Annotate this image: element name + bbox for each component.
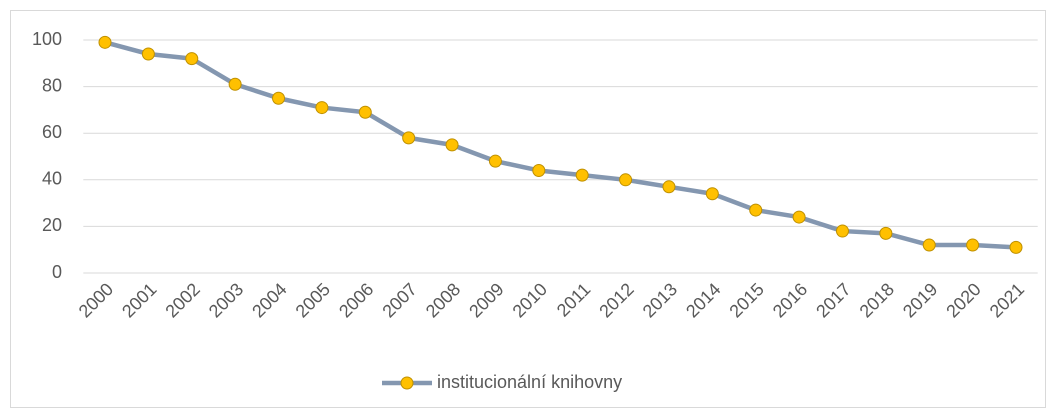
- data-point: [792, 210, 806, 224]
- data-point: [228, 77, 242, 91]
- data-point: [315, 101, 329, 115]
- data-point: [402, 131, 416, 145]
- y-tick-label: 40: [42, 169, 62, 189]
- data-point: [532, 163, 546, 177]
- data-point: [835, 224, 849, 238]
- data-point: [272, 91, 286, 105]
- chart-frame: [10, 10, 1046, 408]
- series-line: [104, 40, 1017, 250]
- data-point: [488, 154, 502, 168]
- data-point: [575, 168, 589, 182]
- data-point: [619, 173, 633, 187]
- y-tick-label: 100: [32, 29, 62, 49]
- legend-marker: [400, 376, 414, 390]
- data-point: [879, 226, 893, 240]
- data-point: [966, 238, 980, 252]
- data-point: [358, 105, 372, 119]
- data-point: [705, 187, 719, 201]
- data-point: [1009, 240, 1023, 254]
- data-point: [445, 138, 459, 152]
- y-tick-label: 60: [42, 122, 62, 142]
- data-point: [749, 203, 763, 217]
- legend-label: institucionální knihovny: [437, 372, 622, 392]
- y-tick-label: 20: [42, 215, 62, 235]
- data-point: [662, 180, 676, 194]
- data-point: [922, 238, 936, 252]
- y-tick-label: 80: [42, 75, 62, 95]
- data-point: [98, 35, 112, 49]
- data-point: [185, 52, 199, 66]
- y-tick-label: 0: [52, 262, 62, 282]
- data-point: [141, 47, 155, 61]
